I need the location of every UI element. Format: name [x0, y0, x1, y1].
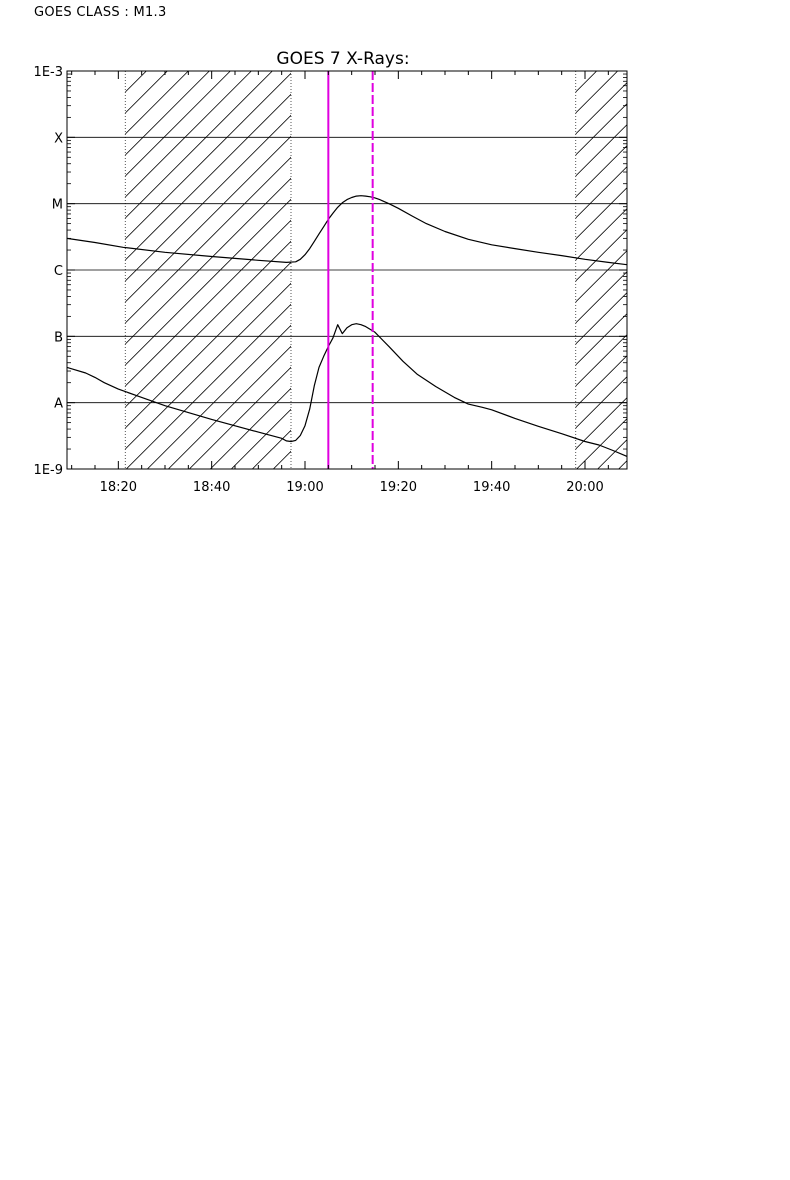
y-tick-label: B	[54, 330, 63, 345]
goes-xray-chart: GOES 7 X-Rays: 1E-9 A B C M X 1E-3 18:20 18:40 19…	[34, 49, 790, 495]
y-tick-label: A	[54, 397, 63, 412]
goes-class-label: GOES CLASS : M1.3	[34, 5, 167, 20]
x-tick-label: 19:20	[380, 480, 417, 495]
hatch-line	[640, 71, 790, 469]
y-tick-label: 1E-3	[34, 65, 63, 80]
x-tick-label: 20:00	[566, 480, 603, 495]
horizontal-gridlines	[67, 136, 627, 404]
y-tick-label: 1E-9	[34, 463, 63, 478]
y-tick-label: X	[54, 131, 63, 146]
y-tick-label: M	[52, 198, 63, 213]
x-tick-label: 19:40	[473, 480, 510, 495]
series-line-1	[67, 195, 627, 266]
series-layer	[67, 195, 627, 457]
x-tick-label: 18:40	[193, 480, 230, 495]
y-tick-label: C	[54, 264, 63, 279]
x-tick-label: 18:20	[100, 480, 137, 495]
time-markers	[327, 71, 374, 469]
x-tick-label: 19:00	[286, 480, 323, 495]
axes: 1E-9 A B C M X 1E-3 18:20 18:40 19:00 19:20 19:40 20…	[34, 65, 627, 495]
hatch-line	[618, 460, 627, 469]
chart-title: GOES 7 X-Rays:	[276, 49, 409, 69]
series-line-2	[67, 323, 627, 457]
